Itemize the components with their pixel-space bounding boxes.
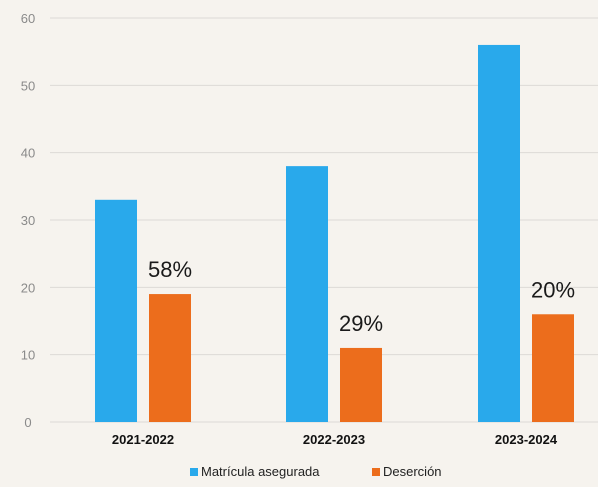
- y-tick-label: 60: [21, 11, 35, 26]
- y-tick-label: 50: [21, 78, 35, 93]
- bar-desercion: [149, 294, 191, 422]
- legend-swatch: [372, 468, 380, 476]
- data-label: 20%: [531, 277, 575, 302]
- x-tick-label: 2023-2024: [495, 432, 558, 447]
- bar-desercion: [532, 314, 574, 422]
- x-tick-label: 2021-2022: [112, 432, 174, 447]
- legend-label: Deserción: [383, 464, 442, 479]
- legend: Matrícula asegurada Deserción: [190, 464, 442, 479]
- bar-annotations: 58% 29% 20%: [148, 257, 575, 336]
- y-tick-label: 40: [21, 146, 35, 161]
- bars: [95, 44, 574, 422]
- legend-label: Matrícula asegurada: [201, 464, 320, 479]
- y-tick-label: 30: [21, 213, 35, 228]
- y-tick-label: 0: [24, 415, 31, 430]
- bar-matricula: [95, 199, 137, 422]
- data-label: 29%: [339, 311, 383, 336]
- data-label: 58%: [148, 257, 192, 282]
- y-tick-label: 10: [21, 348, 35, 363]
- x-tick-label: 2022-2023: [303, 432, 365, 447]
- x-axis-ticks: 2021-2022 2022-2023 2023-2024: [112, 432, 558, 447]
- y-tick-label: 20: [21, 280, 35, 295]
- bar-matricula: [478, 44, 520, 422]
- y-axis-ticks: 0 10 20 30 40 50 60: [21, 11, 35, 430]
- bar-matricula: [286, 166, 328, 422]
- legend-swatch: [190, 468, 198, 476]
- bar-desercion: [340, 347, 382, 422]
